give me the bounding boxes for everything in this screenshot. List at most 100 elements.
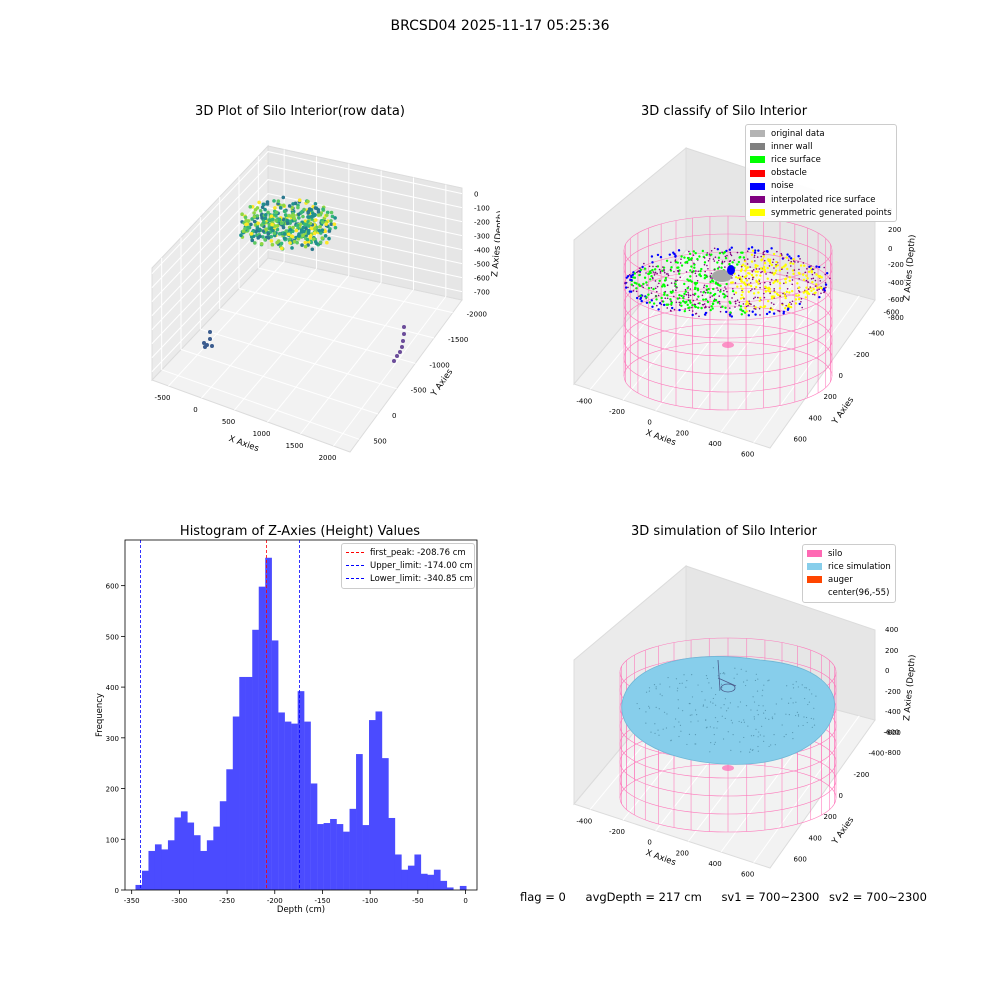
p2-point: [734, 275, 738, 279]
p2-point: [731, 281, 734, 284]
p2-point: [763, 253, 765, 256]
p2-point: [786, 274, 788, 277]
p2-point: [719, 303, 721, 305]
p2-point: [784, 264, 787, 267]
p2-point: [696, 279, 699, 282]
p2-point: [744, 283, 748, 287]
p4-rice-grid-point: [797, 686, 799, 688]
p2-point: [720, 266, 723, 269]
p4-rice-grid-point: [690, 721, 692, 723]
p1-y-tick: -1000: [429, 361, 449, 369]
p4-z-tick: -600: [885, 729, 901, 737]
p4-rice-grid-point: [666, 713, 668, 715]
p2-point: [763, 259, 766, 262]
p1-rice-point: [249, 231, 254, 236]
p2-point: [707, 267, 709, 270]
p4-legend-label: auger: [828, 574, 853, 585]
p1-rice-point: [313, 239, 318, 244]
p2-point: [740, 265, 743, 268]
p4-rice-grid-point: [662, 728, 664, 730]
p4-rice-grid-point: [781, 698, 783, 700]
p2-point: [788, 276, 792, 279]
p4-x-tick: 600: [741, 871, 754, 879]
p4-rice-grid-point: [710, 687, 713, 689]
p2-point: [788, 291, 791, 294]
p2-point: [754, 306, 757, 309]
p1-grid-x: [234, 275, 350, 411]
p1-rice-point: [276, 199, 281, 203]
p2-point: [773, 267, 775, 269]
p1-z-tick: -200: [474, 219, 490, 227]
p2-point: [750, 303, 752, 305]
p4-rice-grid-point: [811, 693, 813, 695]
p2-point: [772, 281, 775, 285]
p1-rice-point: [288, 237, 292, 241]
p2-point: [815, 265, 818, 268]
p4-rice-grid-point: [716, 727, 718, 729]
p4-legend-item: rice simulation: [807, 560, 891, 573]
p4-y-tick: 0: [839, 792, 843, 800]
p4-rice-grid-point: [795, 714, 797, 717]
p3-histogram-bar: [323, 823, 331, 890]
p2-point: [822, 287, 826, 290]
p2-point: [700, 267, 703, 271]
p2-point: [765, 312, 769, 316]
p2-point: [709, 291, 712, 295]
p3-legend-line: [346, 578, 364, 580]
p4-rice-grid-point: [806, 721, 808, 724]
p2-point: [675, 301, 678, 304]
p1-rice-point: [257, 227, 262, 232]
p2-point: [806, 267, 808, 270]
p2-point: [688, 309, 691, 312]
p2-point: [689, 275, 692, 278]
p2-point: [752, 297, 755, 300]
p4-rice-grid-point: [808, 689, 811, 691]
p1-rice-point: [285, 218, 290, 223]
p2-point: [639, 294, 642, 297]
p1-rice-point: [257, 200, 261, 205]
p2-point: [745, 267, 748, 270]
p3-histogram-bar: [258, 586, 266, 890]
p2-point: [782, 292, 784, 295]
p4-auger-blade: [720, 683, 736, 693]
p1-x-tick: 1000: [253, 430, 271, 438]
p2-point: [687, 258, 691, 262]
p1-z-tick: -500: [474, 261, 490, 269]
p3-x-tick-label: 0: [463, 897, 467, 905]
p1-z-tick: -100: [474, 205, 490, 213]
p1-z-tick: -400: [474, 247, 490, 255]
p4-rice-grid-point: [665, 727, 668, 729]
p2-point: [792, 260, 795, 262]
p2-point: [812, 277, 815, 280]
p2-point: [659, 272, 662, 274]
p2-point: [674, 279, 677, 282]
p2-point: [750, 253, 754, 256]
p1-rice-point: [321, 207, 325, 212]
p2-point: [824, 283, 828, 286]
p2-point: [693, 304, 697, 308]
p2-legend-swatch: [750, 182, 765, 190]
p2-point: [692, 293, 694, 296]
p4-rice-grid-point: [663, 711, 666, 713]
p4-rice-grid-point: [717, 720, 719, 723]
p2-silo-bottom-hub: [722, 342, 734, 348]
p1-rice-point: [316, 208, 321, 212]
p1-rice-point: [250, 217, 254, 221]
p2-point: [668, 253, 672, 256]
p2-point: [794, 302, 798, 305]
p2-point: [749, 282, 752, 284]
p4-rice-grid-point: [811, 726, 813, 728]
p1-outlier-point: [210, 344, 214, 348]
p4-rice-grid-point: [734, 667, 736, 669]
p2-point: [742, 303, 745, 305]
p1-rice-point: [261, 235, 265, 239]
p2-legend-swatch: [750, 209, 765, 217]
p4-rice-grid-point: [696, 714, 698, 716]
p4-rice-grid-point: [714, 741, 716, 743]
p1-rice-point: [300, 243, 304, 247]
p1-grid-z: [151, 179, 463, 302]
p2-point: [708, 257, 711, 260]
p2-point: [700, 306, 703, 310]
p2-point: [747, 283, 751, 286]
p2-point: [658, 279, 661, 282]
